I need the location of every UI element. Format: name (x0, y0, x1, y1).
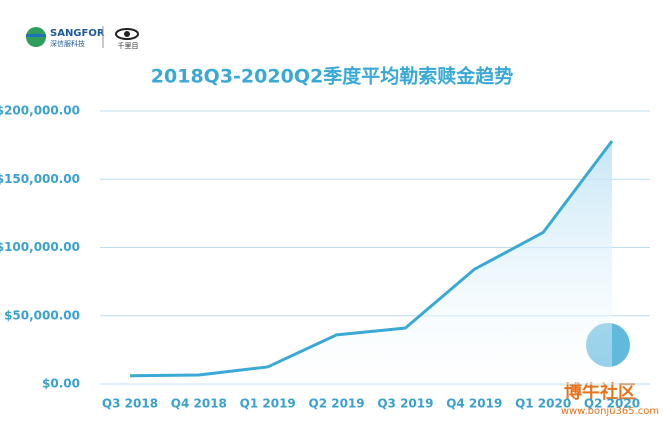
y-tick-label: $0.00 (42, 377, 80, 391)
x-tick-label: Q2 2019 (309, 397, 365, 411)
y-tick-label: $100,000.00 (0, 240, 80, 254)
chart-title: 2018Q3-2020Q2季度平均勒索赎金趋势 (151, 65, 513, 88)
watermark-name: 博牛社区 (564, 381, 636, 403)
x-tick-label: Q1 2020 (515, 397, 571, 411)
logo-subtext: 深信服科技 (50, 39, 85, 48)
x-tick-label: Q2 2020 (584, 397, 640, 411)
y-tick-label: $150,000.00 (0, 172, 80, 186)
line (129, 140, 614, 378)
x-tick-label: Q3 2018 (102, 397, 158, 411)
x-tick-label: Q4 2019 (446, 397, 502, 411)
logo-text: SANGFOR (50, 28, 105, 39)
partner-logo: 千里目 (118, 41, 139, 50)
y-tick-label: $50,000.00 (4, 308, 80, 322)
x-tick-label: Q1 2019 (240, 397, 296, 411)
watermark-url: www.bonju365.com (561, 406, 659, 417)
area (130, 141, 612, 384)
x-tick-label: Q3 2019 (377, 397, 433, 411)
logo: SANGFOR 深信服科技 千里目 (26, 26, 139, 50)
y-tick-label: $200,000.00 (0, 104, 80, 118)
x-tick-label: Q4 2018 (171, 397, 227, 411)
